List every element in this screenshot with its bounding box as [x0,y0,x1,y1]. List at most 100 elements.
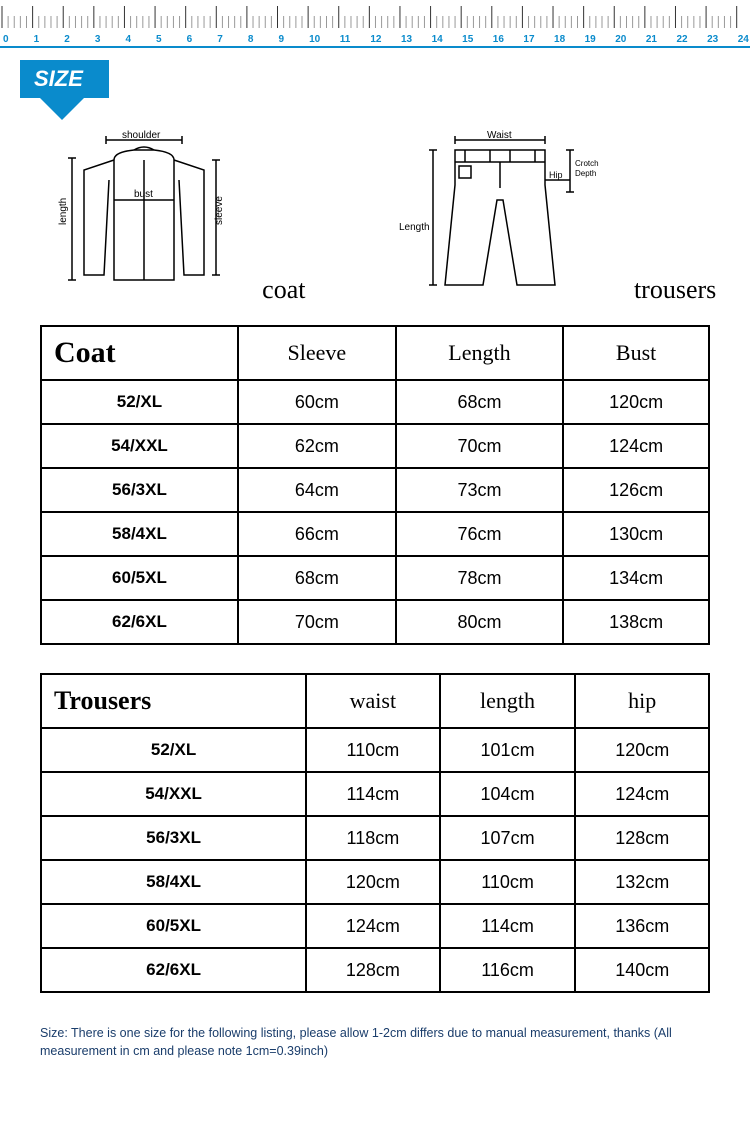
coat-col-length: Length [396,326,563,380]
size-cell: 60/5XL [41,556,238,600]
size-tab: SIZE [20,60,750,120]
svg-text:18: 18 [554,34,566,45]
coat-diagram-block: shoulder bust length sleeve coat [34,130,306,305]
size-cell: 54/XXL [41,424,238,468]
size-cell: 56/3XL [41,468,238,512]
value-cell: 68cm [396,380,563,424]
value-cell: 120cm [575,728,709,772]
table-row: 62/6XL70cm80cm138cm [41,600,709,644]
coat-col-bust: Bust [563,326,709,380]
coat-table-header-row: Coat Sleeve Length Bust [41,326,709,380]
value-cell: 64cm [238,468,396,512]
label-crotch2: Depth [575,169,596,178]
value-cell: 134cm [563,556,709,600]
trousers-col-hip: hip [575,674,709,728]
value-cell: 118cm [306,816,440,860]
value-cell: 120cm [306,860,440,904]
value-cell: 70cm [238,600,396,644]
svg-text:21: 21 [646,34,658,45]
svg-text:9: 9 [279,34,285,45]
size-cell: 62/6XL [41,600,238,644]
trousers-diagram-block: Waist Hip Length Crotch Depth trousers [395,130,716,305]
svg-text:6: 6 [187,34,193,45]
svg-text:10: 10 [309,34,321,45]
svg-text:4: 4 [125,34,131,45]
table-row: 58/4XL66cm76cm130cm [41,512,709,556]
svg-text:5: 5 [156,34,162,45]
value-cell: 101cm [440,728,576,772]
svg-text:15: 15 [462,34,474,45]
coat-col-sleeve: Sleeve [238,326,396,380]
label-length: length [58,198,69,225]
value-cell: 124cm [306,904,440,948]
table-row: 60/5XL124cm114cm136cm [41,904,709,948]
coat-table: Coat Sleeve Length Bust 52/XL60cm68cm120… [40,325,710,645]
label-hip: Hip [549,170,563,180]
value-cell: 107cm [440,816,576,860]
value-cell: 124cm [575,772,709,816]
size-tab-triangle [40,98,84,120]
ruler-svg: 0123456789101112131415161718192021222324 [0,0,750,48]
label-sleeve: sleeve [214,196,225,225]
footnote: Size: There is one size for the followin… [0,1021,750,1090]
tables-container: Coat Sleeve Length Bust 52/XL60cm68cm120… [0,325,750,993]
svg-text:24: 24 [738,34,750,45]
trousers-diagram-label: trousers [634,275,716,305]
svg-text:14: 14 [432,34,444,45]
trousers-table: Trousers waist length hip 52/XL110cm101c… [40,673,710,993]
label-crotch: Crotch [575,159,599,168]
size-cell: 58/4XL [41,860,306,904]
value-cell: 140cm [575,948,709,992]
value-cell: 128cm [575,816,709,860]
trousers-col-waist: waist [306,674,440,728]
value-cell: 62cm [238,424,396,468]
diagrams-row: shoulder bust length sleeve coat [0,130,750,305]
value-cell: 136cm [575,904,709,948]
value-cell: 66cm [238,512,396,556]
svg-text:2: 2 [64,34,70,45]
trousers-table-header-row: Trousers waist length hip [41,674,709,728]
table-row: 54/XXL62cm70cm124cm [41,424,709,468]
trousers-diagram: Waist Hip Length Crotch Depth [395,130,625,300]
svg-text:3: 3 [95,34,101,45]
svg-text:8: 8 [248,34,254,45]
svg-text:13: 13 [401,34,413,45]
value-cell: 114cm [440,904,576,948]
size-cell: 54/XXL [41,772,306,816]
table-row: 58/4XL120cm110cm132cm [41,860,709,904]
value-cell: 78cm [396,556,563,600]
table-row: 52/XL60cm68cm120cm [41,380,709,424]
svg-text:22: 22 [676,34,688,45]
table-row: 56/3XL118cm107cm128cm [41,816,709,860]
size-cell: 62/6XL [41,948,306,992]
label-trouser-length: Length [399,222,430,233]
size-cell: 58/4XL [41,512,238,556]
svg-text:12: 12 [370,34,382,45]
value-cell: 76cm [396,512,563,556]
value-cell: 110cm [440,860,576,904]
value-cell: 116cm [440,948,576,992]
table-row: 52/XL110cm101cm120cm [41,728,709,772]
table-row: 56/3XL64cm73cm126cm [41,468,709,512]
value-cell: 114cm [306,772,440,816]
value-cell: 120cm [563,380,709,424]
label-waist: Waist [487,130,512,141]
table-row: 62/6XL128cm116cm140cm [41,948,709,992]
value-cell: 80cm [396,600,563,644]
trousers-col-length: length [440,674,576,728]
value-cell: 138cm [563,600,709,644]
value-cell: 124cm [563,424,709,468]
svg-text:19: 19 [585,34,597,45]
coat-diagram: shoulder bust length sleeve [34,130,254,300]
value-cell: 73cm [396,468,563,512]
ruler: 0123456789101112131415161718192021222324 [0,0,750,48]
size-cell: 60/5XL [41,904,306,948]
coat-table-title: Coat [41,326,238,380]
size-tab-label: SIZE [20,60,109,98]
coat-diagram-label: coat [262,275,305,305]
value-cell: 68cm [238,556,396,600]
value-cell: 132cm [575,860,709,904]
trousers-table-title: Trousers [41,674,306,728]
value-cell: 128cm [306,948,440,992]
svg-text:17: 17 [523,34,535,45]
